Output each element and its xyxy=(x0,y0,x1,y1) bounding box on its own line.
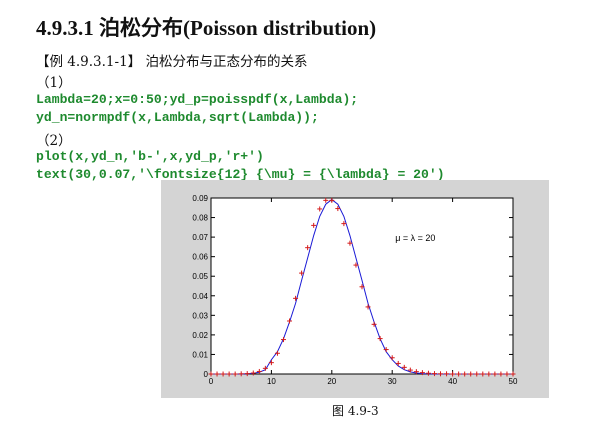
y-tick-label: 0.01 xyxy=(192,350,208,359)
poisson-marker xyxy=(438,371,444,377)
poisson-marker xyxy=(262,365,268,371)
poisson-marker xyxy=(232,371,238,377)
poisson-marker xyxy=(383,347,389,353)
poisson-marker xyxy=(419,370,425,376)
step-2-label: （2） xyxy=(36,133,72,149)
x-tick-label: 0 xyxy=(209,377,214,386)
poisson-marker xyxy=(468,371,474,377)
poisson-marker xyxy=(335,206,341,212)
figure-caption: 图 4.9-3 xyxy=(332,404,379,418)
poisson-marker xyxy=(311,222,317,228)
poisson-marker xyxy=(268,360,274,366)
y-tick-label: 0 xyxy=(204,370,209,379)
y-tick-label: 0.09 xyxy=(192,194,208,203)
poisson-marker xyxy=(395,360,401,366)
poisson-marker xyxy=(238,371,244,377)
poisson-marker xyxy=(226,371,232,377)
poisson-marker xyxy=(305,245,311,251)
poisson-marker xyxy=(407,367,413,373)
poisson-marker xyxy=(347,240,353,246)
code-line-4: text(30,0.07,'\fontsize{12} {\mu} = {\la… xyxy=(36,167,445,182)
mu-lambda-annotation: μ = λ = 20 xyxy=(395,233,435,243)
poisson-marker xyxy=(353,262,359,268)
poisson-marker xyxy=(474,371,480,377)
poisson-marker xyxy=(220,371,226,377)
poisson-marker xyxy=(341,221,347,227)
section-heading: 4.9.3.1 泊松分布(Poisson distribution) xyxy=(36,16,377,40)
poisson-marker xyxy=(208,371,214,377)
poisson-marker xyxy=(450,371,456,377)
poisson-marker xyxy=(444,371,450,377)
poisson-marker xyxy=(401,364,407,370)
y-tick-label: 0.05 xyxy=(192,272,208,281)
poisson-marker xyxy=(359,284,365,290)
y-tick-label: 0.07 xyxy=(192,233,208,242)
poisson-marker xyxy=(280,337,286,343)
poisson-marker xyxy=(504,371,510,377)
poisson-marker xyxy=(287,318,293,324)
code-line-3: plot(x,yd_n,'b-',x,yd_p,'r+') xyxy=(36,149,264,164)
poisson-marker xyxy=(329,197,335,203)
poisson-marker xyxy=(317,206,323,212)
poisson-marker xyxy=(323,197,329,203)
poisson-marker xyxy=(413,369,419,375)
poisson-marker xyxy=(456,371,462,377)
poisson-marker xyxy=(377,336,383,342)
example-title: 【例 4.9.3.1-1】 泊松分布与正态分布的关系 xyxy=(36,54,308,70)
x-tick-label: 20 xyxy=(327,377,336,386)
poisson-marker xyxy=(256,368,262,374)
poisson-marker xyxy=(244,371,250,377)
step-1-label: （1） xyxy=(36,75,72,91)
y-tick-label: 0.03 xyxy=(192,311,208,320)
y-tick-label: 0.04 xyxy=(192,292,208,301)
poisson-marker xyxy=(510,371,516,377)
poisson-marker xyxy=(425,370,431,376)
poisson-marker xyxy=(274,350,280,356)
y-tick-label: 0.02 xyxy=(192,331,208,340)
poisson-marker xyxy=(486,371,492,377)
poisson-marker xyxy=(462,371,468,377)
x-tick-label: 10 xyxy=(267,377,276,386)
y-tick-label: 0.08 xyxy=(192,214,208,223)
x-tick-label: 40 xyxy=(448,377,457,386)
poisson-marker xyxy=(371,321,377,327)
x-tick-label: 50 xyxy=(509,377,518,386)
x-tick-label: 30 xyxy=(388,377,397,386)
code-line-1: Lambda=20;x=0:50;yd_p=poisspdf(x,Lambda)… xyxy=(36,92,359,107)
poisson-marker xyxy=(480,371,486,377)
poisson-normal-chart: 0 0.01 0.02 0.03 0.04 0.05 0.06 0.07 0.08 0.09 0 10… xyxy=(192,194,518,386)
poisson-marker xyxy=(431,371,437,377)
poisson-marker xyxy=(492,371,498,377)
poisson-marker xyxy=(365,304,371,310)
poisson-marker xyxy=(293,295,299,301)
poisson-marker xyxy=(389,355,395,361)
poisson-marker xyxy=(299,270,305,276)
poisson-marker xyxy=(250,370,256,376)
poisson-marker xyxy=(214,371,220,377)
y-tick-label: 0.06 xyxy=(192,253,208,262)
code-line-2: yd_n=normpdf(x,Lambda,sqrt(Lambda)); xyxy=(36,110,319,125)
poisson-marker xyxy=(498,371,504,377)
